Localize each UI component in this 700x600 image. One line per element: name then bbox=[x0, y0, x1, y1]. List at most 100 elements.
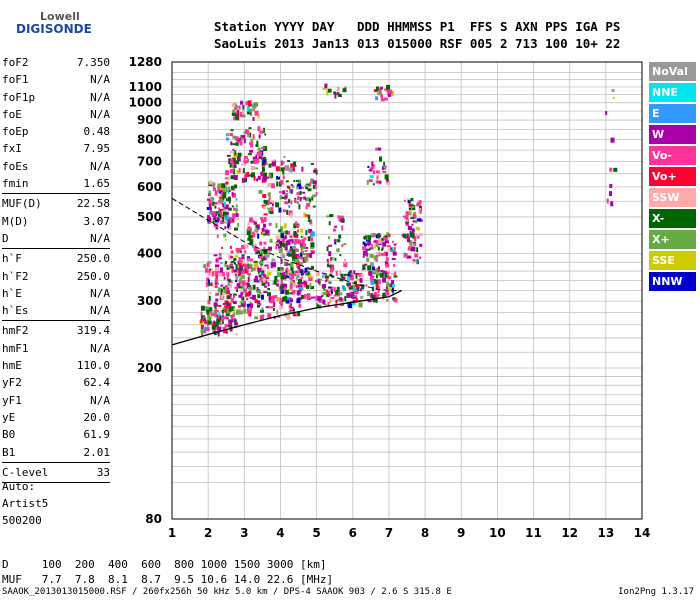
echo-dot bbox=[410, 217, 415, 220]
echo-dot bbox=[373, 291, 377, 295]
echo-dot bbox=[225, 311, 230, 317]
param-name: hmF2 bbox=[2, 324, 29, 338]
echo-dot bbox=[238, 273, 242, 276]
echo-dot bbox=[282, 296, 287, 302]
echo-dot bbox=[322, 299, 326, 305]
echo-dot bbox=[237, 222, 240, 227]
echo-dot bbox=[220, 211, 223, 216]
echo-dot bbox=[280, 167, 285, 172]
echo-dot bbox=[221, 309, 224, 314]
echo-dot bbox=[355, 294, 358, 298]
echo-dot bbox=[232, 300, 237, 304]
echo-dot bbox=[215, 224, 219, 229]
legend-item-nnw: NNW bbox=[649, 272, 696, 291]
echo-dot bbox=[275, 235, 280, 240]
echo-dot bbox=[214, 190, 218, 196]
echo-dot bbox=[233, 208, 238, 212]
legend-item-x-: X+ bbox=[649, 230, 696, 249]
echo-dot bbox=[264, 264, 268, 267]
echo-dot bbox=[375, 298, 378, 303]
echo-dot bbox=[376, 175, 379, 181]
echo-dot bbox=[296, 272, 301, 276]
echo-dot bbox=[384, 261, 387, 266]
echo-dot bbox=[274, 242, 279, 245]
y-tick-label: 1000 bbox=[129, 96, 162, 110]
echo-dot bbox=[336, 248, 340, 253]
param-value: 1.65 bbox=[83, 177, 111, 191]
echo-dot bbox=[263, 241, 267, 245]
echo-dot bbox=[247, 222, 250, 226]
echo-dot bbox=[246, 171, 250, 177]
echo-dot bbox=[331, 265, 334, 270]
echo-dot bbox=[375, 242, 378, 247]
echo-dot bbox=[298, 278, 303, 284]
param-value: N/A bbox=[90, 304, 110, 318]
legend-item-e: E bbox=[649, 104, 696, 123]
echo-dot bbox=[236, 283, 241, 289]
echo-dot bbox=[402, 233, 407, 238]
y-tick-label: 800 bbox=[137, 132, 162, 146]
echo-dot bbox=[344, 296, 347, 302]
echo-dot bbox=[306, 202, 311, 207]
echo-dot bbox=[256, 178, 259, 182]
echo-dot bbox=[243, 138, 246, 144]
echo-dot bbox=[329, 273, 333, 277]
echo-dot bbox=[298, 284, 301, 288]
station-header: Station YYYY DAY DDD HHMMSS P1 FFS S AXN… bbox=[214, 18, 620, 52]
echo-dot bbox=[262, 160, 266, 165]
echo-dot bbox=[384, 235, 388, 239]
echo-dot bbox=[322, 292, 327, 296]
echo-dot bbox=[231, 205, 234, 208]
param-value: 33 bbox=[96, 465, 110, 479]
echo-dot bbox=[388, 287, 392, 291]
echo-dot bbox=[363, 243, 367, 247]
echo-dot bbox=[212, 197, 215, 201]
echo-dot bbox=[412, 214, 417, 219]
legend-item-vo-: Vo- bbox=[649, 146, 696, 165]
echo-dot bbox=[223, 233, 227, 238]
echo-dot bbox=[280, 244, 285, 247]
echo-dot bbox=[358, 302, 363, 308]
echo-dot bbox=[214, 285, 218, 288]
echo-dot bbox=[310, 178, 315, 184]
echo-dot bbox=[214, 205, 217, 209]
echo-dot bbox=[226, 265, 229, 269]
echo-dot bbox=[285, 180, 289, 183]
echo-dot bbox=[377, 294, 381, 297]
echo-dot bbox=[382, 294, 385, 300]
echo-dot bbox=[303, 253, 307, 256]
echo-dot bbox=[227, 186, 231, 190]
legend-item-sse: SSE bbox=[649, 251, 696, 270]
echo-dot bbox=[247, 308, 252, 312]
echo-dot bbox=[209, 196, 214, 199]
echo-dot bbox=[285, 190, 288, 193]
legend-item-noval: NoVal bbox=[649, 62, 696, 81]
echo-dot bbox=[248, 311, 252, 317]
echo-dot bbox=[392, 251, 397, 256]
echo-dot bbox=[257, 294, 261, 299]
param-row: hmF2 319.4 bbox=[2, 322, 110, 339]
echo-dot bbox=[237, 109, 240, 115]
echo-dot bbox=[339, 304, 344, 307]
echo-dot bbox=[207, 320, 212, 325]
echo-dot bbox=[376, 178, 379, 181]
echo-dot bbox=[300, 250, 304, 255]
echo-dot bbox=[252, 116, 255, 121]
auto-artist: Artist5 bbox=[2, 497, 49, 510]
echo-dot bbox=[357, 284, 362, 287]
echo-dot bbox=[280, 289, 285, 294]
echo-dot bbox=[384, 240, 389, 244]
digisonde-logo: Lowell DIGISONDE bbox=[4, 10, 92, 40]
echo-dot bbox=[280, 179, 284, 185]
echo-dot bbox=[261, 158, 264, 161]
echo-dot bbox=[208, 199, 212, 205]
echo-dot bbox=[200, 315, 205, 320]
echo-dot bbox=[224, 260, 227, 264]
echo-dot bbox=[366, 257, 370, 262]
echo-dot bbox=[409, 231, 414, 237]
echo-dot bbox=[239, 112, 243, 118]
echo-dot bbox=[356, 278, 361, 281]
echo-dot bbox=[227, 217, 231, 221]
echo-dot bbox=[243, 179, 247, 183]
echo-dot bbox=[334, 93, 337, 99]
